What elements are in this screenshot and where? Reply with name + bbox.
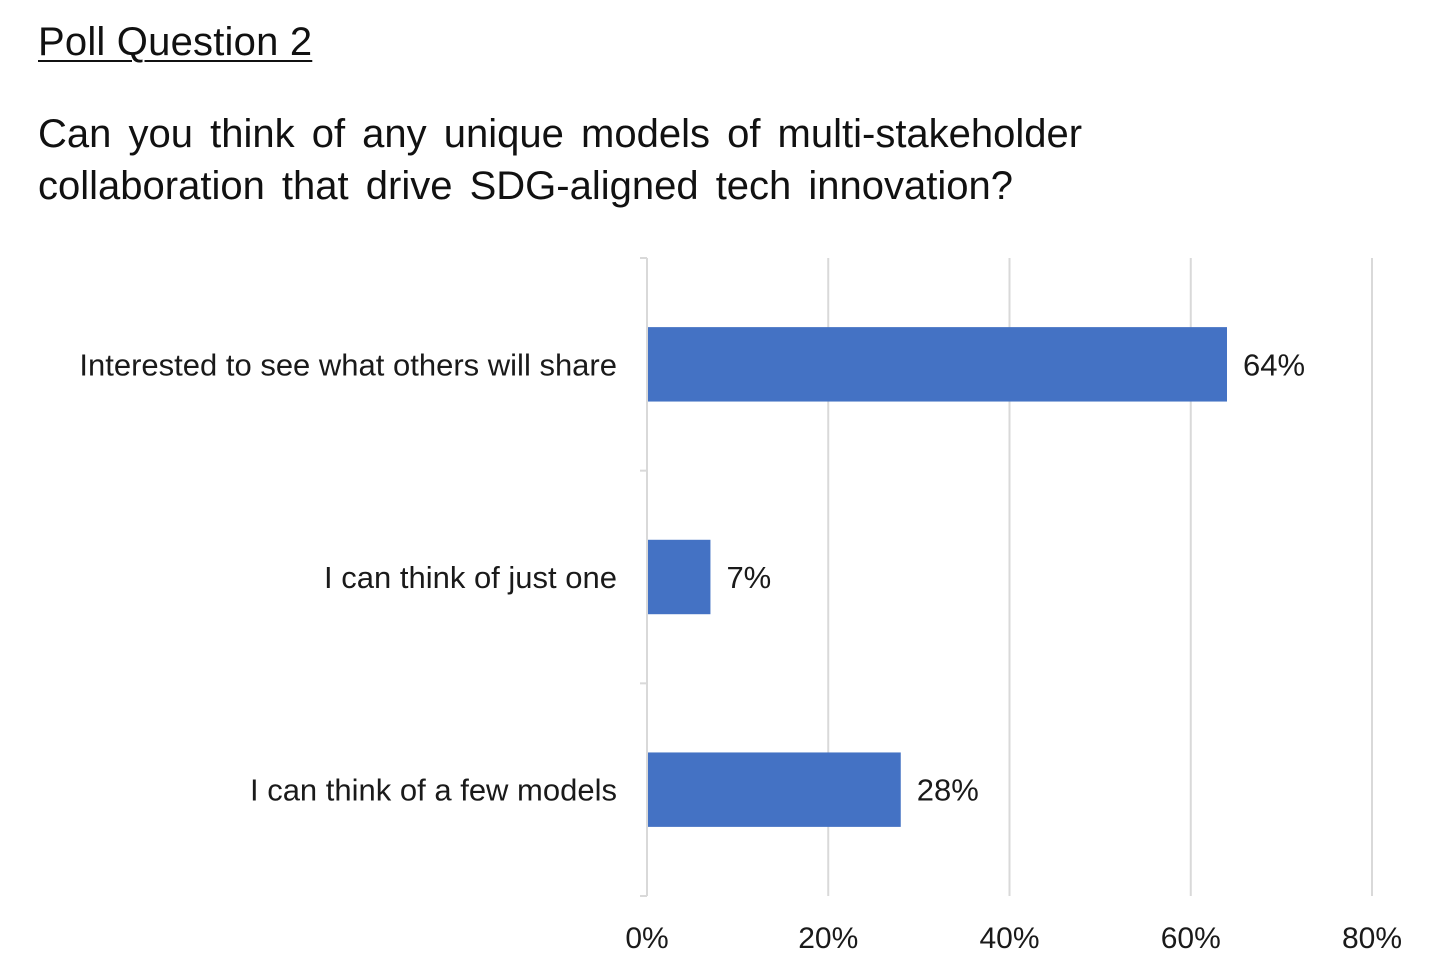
category-label: I can think of a few models: [250, 773, 617, 808]
poll-heading: Poll Question 2: [38, 20, 313, 64]
data-label: 28%: [917, 773, 979, 808]
poll-question: Can you think of any unique models of mu…: [38, 112, 1083, 208]
bar: [648, 752, 901, 827]
bars: [648, 327, 1227, 827]
x-tick-label: 0%: [625, 922, 668, 955]
data-label: 7%: [726, 560, 771, 595]
x-tick-label: 40%: [979, 922, 1039, 955]
data-label: 64%: [1243, 347, 1305, 382]
bar: [648, 539, 711, 615]
x-tick-label: 60%: [1161, 922, 1221, 955]
x-tick-label: 80%: [1342, 922, 1402, 955]
labels: 0% 20% 40% 60% 80% Interested to see what oth…: [79, 347, 1402, 955]
x-tick-label: 20%: [798, 922, 858, 955]
bar: [648, 327, 1227, 402]
category-label: Interested to see what others will share: [79, 347, 617, 382]
category-label: I can think of just one: [324, 560, 617, 595]
category-axis: [640, 257, 648, 897]
